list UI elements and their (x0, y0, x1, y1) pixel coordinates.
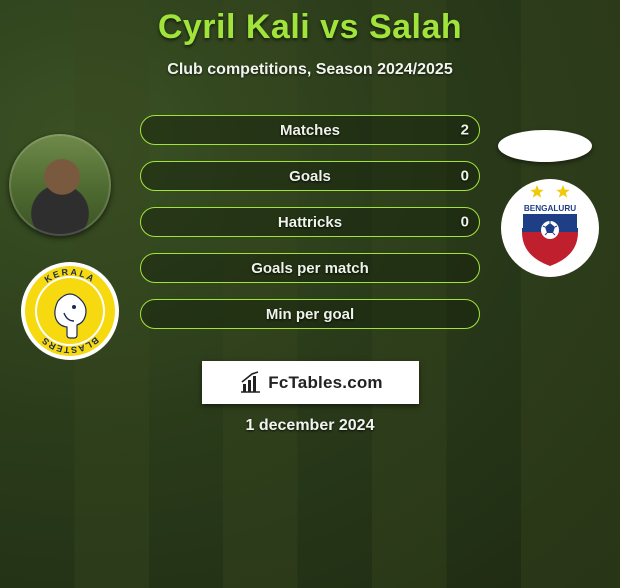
page-title: Cyril Kali vs Salah (0, 8, 620, 47)
stat-value-left: 2 (461, 122, 469, 139)
stat-row-matches: Matches 2 (140, 115, 480, 145)
stat-label: Min per goal (266, 306, 354, 323)
subtitle: Club competitions, Season 2024/2025 (0, 61, 620, 79)
stat-row-min-per-goal: Min per goal (140, 299, 480, 329)
fctables-label: FcTables.com (268, 373, 383, 393)
player-left-avatar (9, 134, 111, 236)
stats-list: Matches 2 Goals 0 Hattricks 0 Goals per … (140, 115, 480, 329)
generated-date: 1 december 2024 (0, 417, 620, 435)
stat-label: Goals per match (251, 260, 369, 277)
crest-left: KERALA BLASTERS (20, 261, 120, 361)
stat-row-goals-per-match: Goals per match (140, 253, 480, 283)
kerala-blasters-crest-icon: KERALA BLASTERS (20, 261, 120, 361)
stat-row-goals: Goals 0 (140, 161, 480, 191)
stat-value-left: 0 (461, 214, 469, 231)
bar-chart-icon (238, 371, 262, 395)
stat-label: Matches (280, 122, 340, 139)
crest-right: BENGALURU (500, 178, 600, 278)
fctables-watermark: FcTables.com (202, 361, 419, 404)
bengaluru-fc-crest-icon: BENGALURU (500, 178, 600, 278)
stat-label: Hattricks (278, 214, 342, 231)
svg-text:BENGALURU: BENGALURU (524, 204, 576, 213)
player-right-avatar (498, 130, 592, 162)
stat-label: Goals (289, 168, 331, 185)
stat-value-left: 0 (461, 168, 469, 185)
stat-row-hattricks: Hattricks 0 (140, 207, 480, 237)
